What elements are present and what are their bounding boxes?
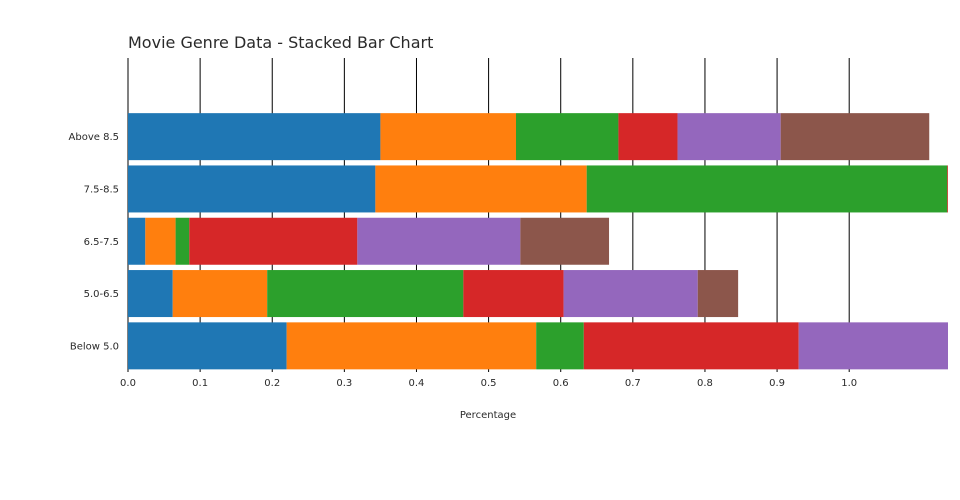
x-tick-label: 0.6 (553, 378, 569, 389)
bar-segment (947, 165, 948, 213)
x-tick-label: 1.0 (841, 378, 857, 389)
bar-segment (520, 217, 610, 265)
bar-segment (586, 165, 948, 213)
bar-segment (189, 217, 358, 265)
bar-segment (172, 270, 268, 318)
y-tick-label: Below 5.0 (70, 341, 119, 352)
bar-segment (583, 322, 799, 370)
bars (128, 113, 948, 370)
bar-segment (380, 113, 517, 161)
x-tick-label: 0.8 (697, 378, 713, 389)
bar-segment (267, 270, 464, 318)
x-tick-label: 0.2 (264, 378, 280, 389)
y-tick-label: 5.0-6.5 (84, 289, 119, 300)
bar-segment (677, 113, 781, 161)
bar-segment (128, 217, 146, 265)
x-tick-label: 0.3 (336, 378, 352, 389)
y-tick-label: 7.5-8.5 (84, 184, 119, 195)
bar-segment (780, 113, 930, 161)
y-tick-label: 6.5-7.5 (84, 237, 119, 248)
x-tick-label: 0.9 (769, 378, 785, 389)
bar-segment (128, 322, 287, 370)
bar-segment (798, 322, 948, 370)
bar-segment (128, 270, 173, 318)
bar-segment (128, 113, 381, 161)
x-tick-label: 0.7 (625, 378, 641, 389)
bar-segment (286, 322, 537, 370)
x-tick-label: 0.0 (120, 378, 136, 389)
bar-segment (563, 270, 698, 318)
x-axis-title: Percentage (460, 410, 516, 421)
bar-segment (175, 217, 190, 265)
bar-segment (697, 270, 739, 318)
bar-segment (145, 217, 176, 265)
chart-title: Movie Genre Data - Stacked Bar Chart (128, 33, 433, 52)
bar-segment (463, 270, 564, 318)
bar-segment (516, 113, 619, 161)
bar-segment (536, 322, 584, 370)
x-tick-labels: 0.0 0.1 0.2 0.3 0.4 0.5 0.6 0.7 0.8 0.9 1.0 (120, 378, 857, 389)
y-tick-label: Above 8.5 (69, 132, 119, 143)
x-tick-label: 0.5 (481, 378, 497, 389)
bar-segment (128, 165, 376, 213)
x-tick-label: 0.4 (409, 378, 425, 389)
y-tick-labels: Below 5.0 5.0-6.5 6.5-7.5 7.5-8.5 Above 8.5 (69, 132, 119, 352)
bar-segment (357, 217, 521, 265)
bar-segment (618, 113, 678, 161)
x-tick-label: 0.1 (192, 378, 208, 389)
bar-segment (375, 165, 587, 213)
gridlines (127, 58, 850, 372)
